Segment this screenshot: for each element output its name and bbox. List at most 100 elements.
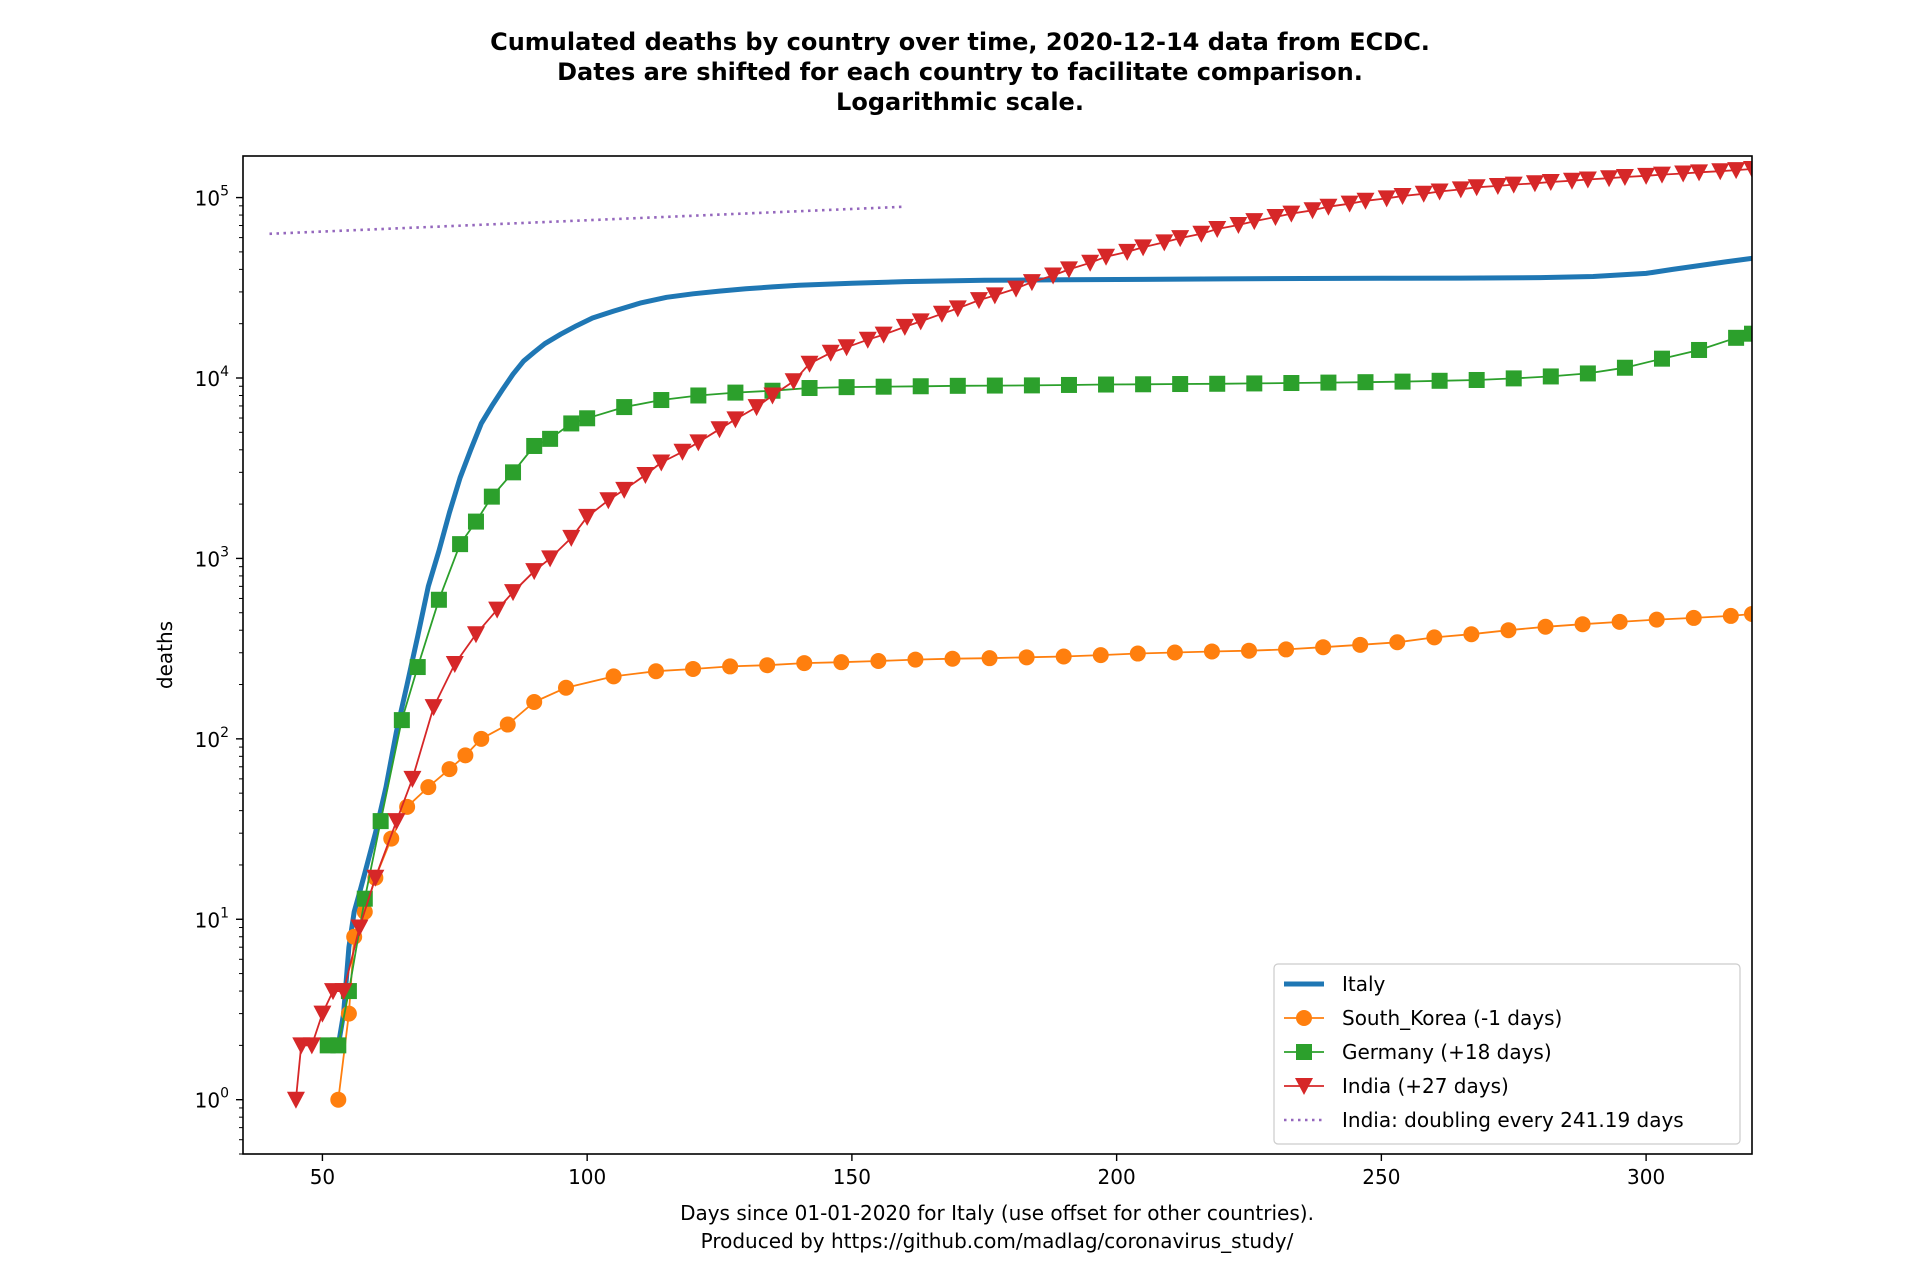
- y-tick-label-5: 105: [195, 184, 229, 211]
- series-3-point: [1022, 274, 1041, 292]
- y-tick-label-1: 101: [195, 905, 229, 932]
- series-3-point: [562, 529, 581, 547]
- series-layer: [269, 161, 1752, 1109]
- series-3-point: [1414, 185, 1433, 203]
- series-2-point: [1098, 376, 1115, 393]
- series-3-point: [1578, 171, 1597, 189]
- series-2-point: [875, 378, 892, 395]
- series-2-point: [1357, 374, 1374, 391]
- series-3-point: [784, 373, 803, 391]
- series-1-point: [499, 716, 516, 733]
- series-1-point: [1055, 648, 1072, 665]
- series-2-point: [579, 410, 596, 427]
- series-3-point: [445, 655, 464, 673]
- series-2-point: [1653, 350, 1670, 367]
- series-3-point: [1430, 183, 1449, 201]
- series-1-point: [420, 779, 437, 796]
- series-2-point: [801, 380, 818, 397]
- legend-label-2: Germany (+18 days): [1342, 1040, 1552, 1064]
- plot-frame: [242, 155, 1753, 1155]
- series-3-point: [1118, 243, 1137, 261]
- series-2-point: [1172, 376, 1189, 393]
- x-tick-label-1: 100: [568, 1165, 606, 1189]
- series-3-point: [969, 292, 988, 310]
- y-tick-label-0: 100: [195, 1086, 229, 1113]
- series-1-point: [796, 655, 813, 672]
- series-1-point: [1129, 645, 1146, 662]
- series-1-point: [1744, 606, 1752, 622]
- series-3-point: [1303, 202, 1322, 220]
- series-1-point: [441, 761, 458, 778]
- series-3-point: [1743, 161, 1752, 179]
- series-3-point: [1488, 177, 1507, 195]
- series-2-point: [1209, 375, 1226, 392]
- series-2-point: [1542, 368, 1559, 385]
- legend-marker-2: [1296, 1044, 1312, 1060]
- series-line-3: [295, 168, 1752, 1100]
- series-2-point: [1135, 376, 1152, 393]
- series-3-point: [466, 626, 485, 644]
- series-3-point: [1393, 188, 1412, 206]
- series-3-point: [800, 355, 819, 373]
- chart-title-line-1: Cumulated deaths by country over time, 2…: [490, 28, 1430, 56]
- series-2-point: [356, 890, 373, 907]
- series-1-point: [981, 650, 998, 667]
- series-3-point: [1690, 164, 1709, 182]
- series-3-point: [689, 434, 708, 452]
- series-line-1: [337, 613, 1752, 1100]
- series-3-point: [1229, 216, 1248, 234]
- series-3-point: [932, 305, 951, 323]
- series-1-point: [457, 747, 474, 764]
- chart-title: Cumulated deaths by country over time, 2…: [490, 28, 1430, 116]
- series-2-point: [526, 437, 543, 454]
- series-2-point: [912, 378, 929, 395]
- series-2-point: [563, 415, 580, 432]
- series-3-point: [525, 563, 544, 581]
- series-1-point: [1166, 644, 1183, 661]
- legend-label-4: India: doubling every 241.19 days: [1342, 1108, 1684, 1132]
- series-1-point: [557, 679, 574, 696]
- series-2-point: [986, 377, 1003, 394]
- series-3-point: [504, 584, 523, 602]
- series-2-point: [1744, 325, 1752, 342]
- series-3-point: [895, 318, 914, 336]
- series-3-point: [710, 421, 729, 439]
- series-1-point: [1092, 647, 1109, 664]
- series-2-point: [949, 377, 966, 394]
- series-2-point: [430, 591, 447, 608]
- series-2-point: [393, 712, 410, 729]
- series-3-point: [763, 387, 782, 405]
- series-3-point: [599, 492, 618, 510]
- series-1-point: [1500, 622, 1517, 639]
- series-3-point: [837, 339, 856, 357]
- series-2-point: [1283, 375, 1300, 392]
- series-3-point: [1081, 254, 1100, 272]
- series-2: [319, 325, 1752, 1054]
- series-3-point: [1097, 248, 1116, 266]
- series-2-point: [653, 392, 670, 409]
- series-3-point: [747, 399, 766, 417]
- series-1-point: [1315, 639, 1332, 656]
- series-1-point: [722, 658, 739, 675]
- series-1-point: [1574, 616, 1591, 633]
- series-3: [286, 161, 1752, 1109]
- series-2-point: [452, 536, 469, 553]
- series-3-point: [948, 300, 967, 318]
- series-1-point: [383, 830, 400, 847]
- legend-label-0: Italy: [1342, 972, 1386, 996]
- series-3-point: [1007, 280, 1026, 298]
- series-3-point: [1155, 234, 1174, 252]
- series-2-point: [372, 813, 389, 830]
- series-1-point: [685, 660, 702, 677]
- series-3-point: [1377, 190, 1396, 208]
- series-2-point: [483, 488, 500, 505]
- legend-label-3: India (+27 days): [1342, 1074, 1509, 1098]
- series-2-point: [1394, 373, 1411, 390]
- y-axis: 100 101 102 103 104 105: [195, 184, 243, 1155]
- series-2-point: [616, 399, 633, 416]
- series-2-point: [1579, 365, 1596, 382]
- legend-frame: [1273, 963, 1741, 1145]
- series-1-point: [526, 694, 543, 711]
- series-1-point: [1241, 642, 1257, 659]
- series-1-point: [1278, 641, 1295, 658]
